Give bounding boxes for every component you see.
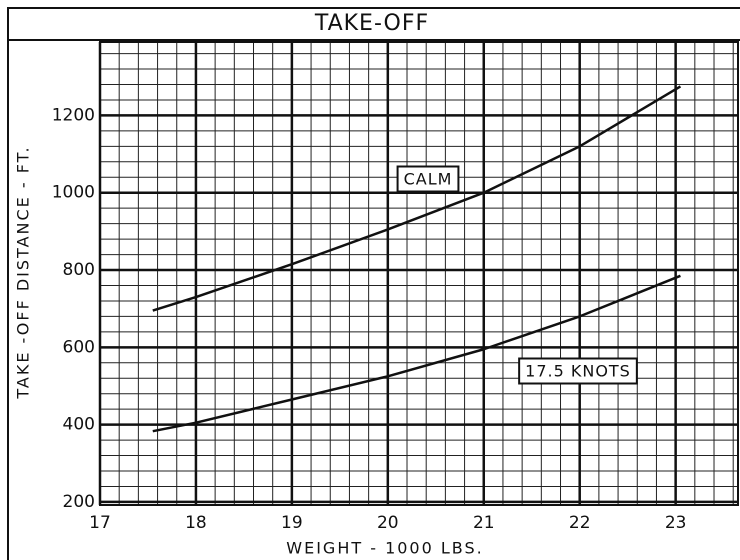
x-tick-label: 21: [473, 513, 495, 533]
x-axis-label: WEIGHT - 1000 LBS.: [286, 539, 483, 558]
frame: [7, 7, 740, 560]
y-tick-label: 1200: [52, 105, 95, 125]
y-axis-label: TAKE -OFF DISTANCE - FT.: [14, 145, 33, 399]
tick-label-bg: [42, 337, 96, 358]
curve: [152, 274, 681, 433]
y-tick-label: 400: [63, 415, 95, 435]
tick-label-bg: [42, 260, 96, 281]
series-label: 17.5 KNOTS: [525, 362, 631, 381]
x-tick-label: 17: [89, 513, 111, 533]
curve: [152, 85, 682, 312]
y-tick-label: 600: [63, 337, 95, 357]
series-label-box: [518, 357, 638, 385]
tick-label-bg: [42, 491, 96, 512]
x-tick-label: 22: [569, 513, 591, 533]
x-tick-label: 19: [281, 513, 303, 533]
y-tick-label: 200: [63, 492, 95, 512]
tick-label-bg: [42, 414, 96, 435]
series-label: CALM: [404, 170, 453, 189]
y-tick-label: 800: [63, 260, 95, 280]
tick-label-bg: [42, 105, 96, 126]
x-tick-label: 20: [377, 513, 399, 533]
y-tick-label: 1000: [52, 183, 95, 203]
chart-title: TAKE-OFF: [314, 11, 429, 36]
tick-label-bg: [42, 182, 96, 203]
x-tick-label: 18: [185, 513, 207, 533]
series-label-box: [396, 165, 460, 193]
x-tick-label: 23: [665, 513, 687, 533]
